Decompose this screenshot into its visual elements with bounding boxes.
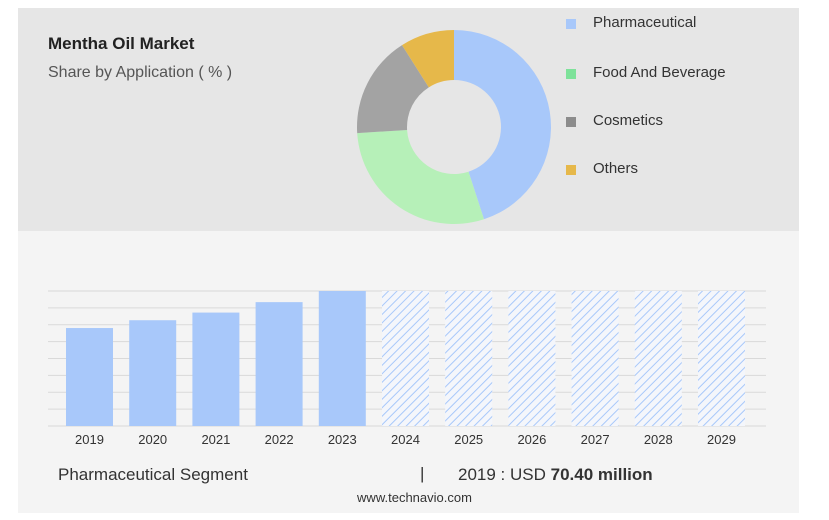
forecast-bar-2025 bbox=[445, 291, 493, 426]
bar-2022 bbox=[255, 302, 303, 426]
segment-year-prefix: 2019 : USD bbox=[458, 465, 546, 484]
x-tick-label: 2028 bbox=[644, 432, 673, 447]
forecast-bar-2026 bbox=[508, 291, 556, 426]
donut-chart bbox=[357, 30, 551, 224]
chart-title: Mentha Oil Market bbox=[48, 34, 195, 53]
bar-2021 bbox=[192, 312, 240, 426]
segment-value-amount: 70.40 million bbox=[550, 465, 653, 484]
forecast-bar-2029 bbox=[698, 291, 745, 426]
segment-value: 2019 : USD 70.40 million bbox=[458, 465, 653, 485]
pie-slice-others bbox=[402, 30, 454, 88]
x-tick-label: 2022 bbox=[265, 432, 294, 447]
footer-separator: | bbox=[420, 464, 425, 483]
x-tick-label: 2019 bbox=[75, 432, 104, 447]
bar-2020 bbox=[129, 320, 177, 426]
forecast-bar-2028 bbox=[634, 291, 682, 426]
legend-label-others: Others bbox=[593, 160, 639, 177]
segment-label: Pharmaceutical Segment bbox=[58, 465, 248, 484]
legend-label-pharmaceutical: Pharmaceutical bbox=[593, 14, 697, 31]
legend-swatch-others bbox=[566, 165, 576, 175]
legend-label-cosmetics: Cosmetics bbox=[593, 112, 664, 129]
x-tick-label: 2027 bbox=[581, 432, 610, 447]
x-tick-label: 2026 bbox=[517, 432, 546, 447]
forecast-bar-2024 bbox=[382, 291, 429, 426]
x-tick-label: 2025 bbox=[454, 432, 483, 447]
x-tick-label: 2021 bbox=[201, 432, 230, 447]
x-tick-label: 2029 bbox=[707, 432, 736, 447]
x-tick-label: 2020 bbox=[138, 432, 167, 447]
bar-2019 bbox=[66, 328, 113, 426]
legend-label-food-and-beverage: Food And Beverage bbox=[593, 64, 726, 81]
bar-chart: 2019 2020 2021 2022 2023 2024 2025 2026 2027 2028… bbox=[48, 290, 766, 447]
x-tick-label: 2024 bbox=[391, 432, 420, 447]
pie-slice-food-and-beverage bbox=[357, 129, 484, 224]
x-tick-label: 2023 bbox=[328, 432, 357, 447]
website-link[interactable]: www.technavio.com bbox=[357, 490, 472, 505]
legend-swatch-cosmetics bbox=[566, 117, 576, 127]
pie-slice-pharmaceutical bbox=[454, 30, 551, 220]
forecast-bar-2027 bbox=[571, 291, 619, 426]
bar-2023 bbox=[318, 291, 366, 426]
pie-slice-cosmetics bbox=[357, 45, 429, 134]
legend-swatch-food-and-beverage bbox=[566, 69, 576, 79]
legend-swatch-pharmaceutical bbox=[566, 19, 576, 29]
chart-subtitle: Share by Application ( % ) bbox=[48, 64, 233, 81]
